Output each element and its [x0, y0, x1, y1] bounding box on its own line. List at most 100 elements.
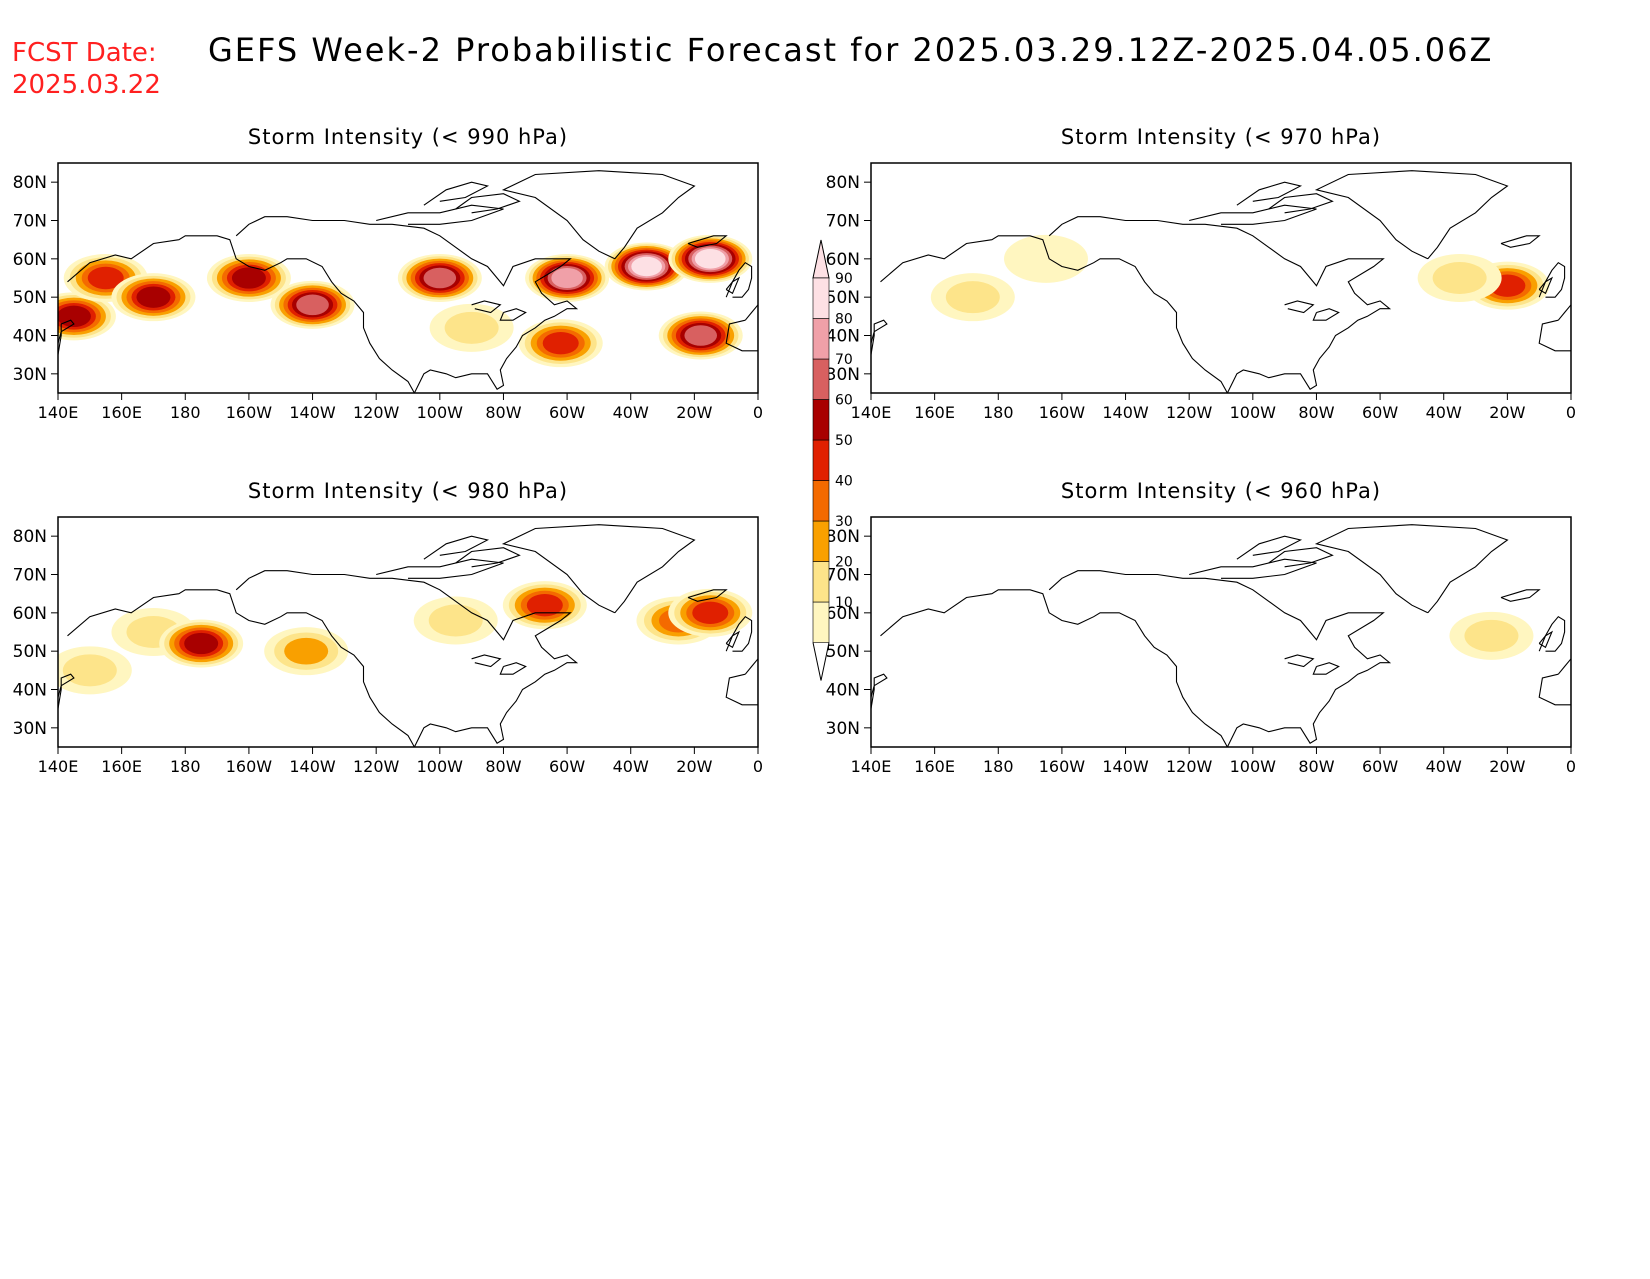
lon-tick-label: 180 [170, 403, 201, 422]
lat-tick-label: 80N [826, 173, 860, 193]
lon-tick-label: 80W [485, 403, 521, 422]
lon-tick-label: 160W [1039, 757, 1086, 776]
lon-tick-label: 180 [983, 757, 1014, 776]
colorbar-swatch [812, 277, 830, 319]
colorbar-swatch [812, 480, 830, 522]
panel-title: Storm Intensity (< 960 hPa) [1061, 479, 1381, 503]
lon-tick-label: 40W [613, 403, 649, 422]
lon-tick-label: 140E [851, 403, 892, 422]
lon-tick-label: 40W [613, 757, 649, 776]
lon-tick-label: 160E [101, 757, 142, 776]
lat-tick-label: 50N [826, 288, 860, 308]
colorbar-label: 30 [835, 514, 853, 530]
lon-tick-label: 180 [983, 403, 1014, 422]
colorbar-label: 70 [835, 352, 853, 368]
lon-tick-label: 120W [1166, 757, 1213, 776]
lat-tick-label: 40N [13, 327, 47, 347]
lon-tick-label: 40W [1426, 757, 1462, 776]
lon-tick-label: 60W [549, 757, 585, 776]
colorbar-label: 10 [835, 595, 853, 611]
lat-tick-label: 30N [13, 365, 47, 385]
lat-tick-label: 30N [826, 719, 860, 739]
colorbar: 10 20 30 40 50 60 70 80 90 [812, 239, 853, 681]
lat-tick-label: 70N [13, 566, 47, 586]
lon-tick-label: 160E [101, 403, 142, 422]
map-panel-p970: Storm Intensity (< 970 hPa) 80N 70N 60N 50N 4… [826, 125, 1576, 422]
lon-tick-label: 100W [417, 757, 464, 776]
colorbar-swatch [812, 439, 830, 481]
panel-title: Storm Intensity (< 990 hPa) [248, 125, 568, 149]
map-panel-p960: Storm Intensity (< 960 hPa) 80N 70N 60N 50N 4… [826, 479, 1576, 776]
lon-tick-label: 160W [226, 757, 273, 776]
panel-map-area [58, 163, 758, 393]
colorbar-label: 90 [835, 271, 853, 287]
lat-tick-label: 50N [826, 642, 860, 662]
lat-tick-label: 70N [826, 566, 860, 586]
lon-tick-label: 20W [1489, 403, 1525, 422]
colorbar-label: 20 [835, 555, 853, 571]
lat-tick-label: 30N [13, 719, 47, 739]
colorbar-label: 40 [835, 474, 853, 490]
lon-tick-label: 160E [914, 757, 955, 776]
lat-tick-label: 60N [13, 604, 47, 624]
colorbar-swatch [812, 318, 830, 360]
lat-tick-label: 40N [826, 681, 860, 701]
lon-tick-label: 80W [1298, 403, 1334, 422]
lat-tick-label: 60N [826, 604, 860, 624]
lon-tick-label: 140E [851, 757, 892, 776]
colorbar-swatch [812, 358, 830, 400]
lon-tick-label: 140W [1102, 757, 1149, 776]
lat-tick-label: 80N [826, 527, 860, 547]
fcst-date-label: FCST Date: [12, 38, 157, 68]
panel-frame [57, 162, 759, 394]
lon-tick-label: 0 [753, 757, 763, 776]
lat-tick-label: 70N [13, 212, 47, 232]
panel-frame [57, 516, 759, 748]
main-title: GEFS Week-2 Probabilistic Forecast for 2… [208, 31, 1493, 69]
lon-tick-label: 160W [226, 403, 273, 422]
lon-tick-label: 120W [353, 403, 400, 422]
lon-tick-label: 140W [289, 757, 336, 776]
panel-frame [870, 162, 1572, 394]
lat-tick-label: 30N [826, 365, 860, 385]
lon-tick-label: 80W [485, 757, 521, 776]
colorbar-label: 80 [835, 312, 853, 328]
panel-map-area [871, 517, 1571, 747]
lon-tick-label: 140E [38, 757, 79, 776]
lat-tick-label: 70N [826, 212, 860, 232]
lon-tick-label: 40W [1426, 403, 1462, 422]
lon-tick-label: 160W [1039, 403, 1086, 422]
map-panel-p990: Storm Intensity (< 990 hPa) 80N 70N 60N 50N 4… [13, 125, 763, 422]
lon-tick-label: 120W [353, 757, 400, 776]
colorbar-label: 50 [835, 433, 853, 449]
lon-tick-label: 140E [38, 403, 79, 422]
lon-tick-label: 80W [1298, 757, 1334, 776]
lon-tick-label: 0 [753, 403, 763, 422]
lon-tick-label: 180 [170, 757, 201, 776]
lon-tick-label: 60W [1362, 757, 1398, 776]
lat-tick-label: 60N [13, 250, 47, 270]
lon-tick-label: 140W [1102, 403, 1149, 422]
colorbar-swatch [812, 399, 830, 441]
colorbar-swatch [812, 601, 830, 643]
lon-tick-label: 100W [1230, 403, 1277, 422]
lat-tick-label: 50N [13, 642, 47, 662]
lon-tick-label: 120W [1166, 403, 1213, 422]
colorbar-lower-arrow [812, 642, 830, 681]
colorbar-swatch [812, 520, 830, 562]
lon-tick-label: 140W [289, 403, 336, 422]
lon-tick-label: 0 [1566, 757, 1576, 776]
panel-title: Storm Intensity (< 970 hPa) [1061, 125, 1381, 149]
map-panel-p980: Storm Intensity (< 980 hPa) 80N 70N 60N 50N 4… [13, 479, 763, 776]
lat-tick-label: 40N [13, 681, 47, 701]
lon-tick-label: 20W [676, 403, 712, 422]
lon-tick-label: 0 [1566, 403, 1576, 422]
lon-tick-label: 20W [676, 757, 712, 776]
panel-map-area [58, 517, 758, 747]
lon-tick-label: 160E [914, 403, 955, 422]
panel-title: Storm Intensity (< 980 hPa) [248, 479, 568, 503]
lon-tick-label: 100W [1230, 757, 1277, 776]
colorbar-label: 60 [835, 393, 853, 409]
lon-tick-label: 20W [1489, 757, 1525, 776]
